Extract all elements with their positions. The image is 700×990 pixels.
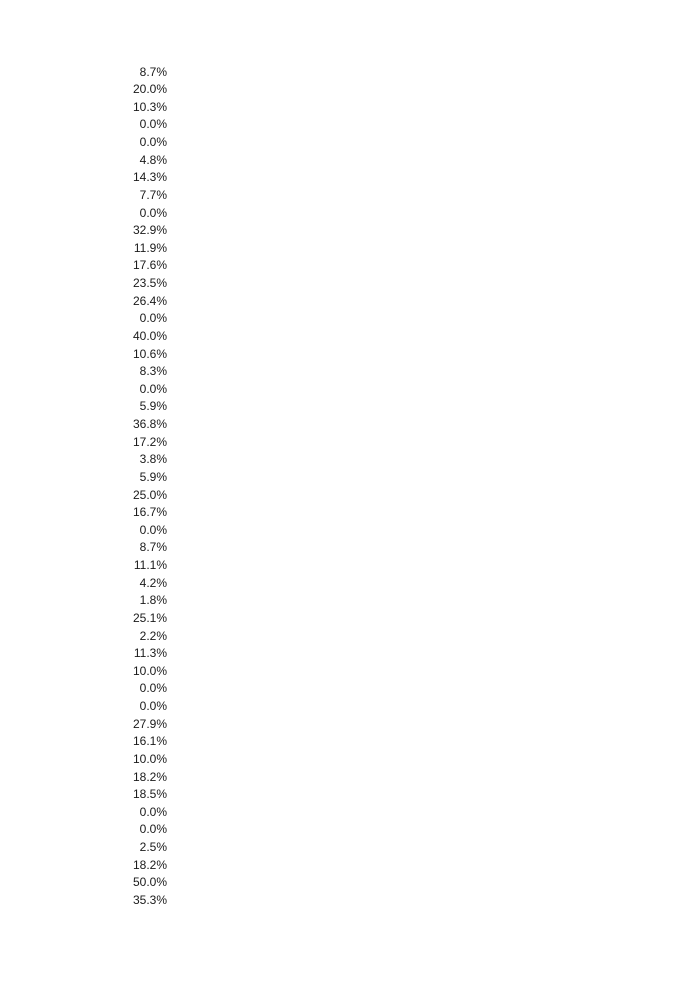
percentage-cell: 23.5% <box>132 276 167 290</box>
percentage-cell: 0.0% <box>139 205 167 220</box>
percentage-cell: 11.9% <box>133 240 167 255</box>
percentage-cell: 2.5% <box>139 840 167 854</box>
percentage-cell: 16.7% <box>132 505 167 520</box>
percentage-cell: 4.8% <box>139 152 167 167</box>
percentage-cell: 4.2% <box>139 575 167 590</box>
percentage-cell: 11.1% <box>133 558 167 572</box>
percentage-cell: 17.2% <box>132 434 167 449</box>
percentage-cell: 0.0% <box>139 522 167 537</box>
percentage-cell: 26.4% <box>132 293 167 308</box>
percentage-cell: 0.0% <box>139 804 167 819</box>
percentage-cell: 25.0% <box>132 487 167 502</box>
percentage-cell: 2.2% <box>139 628 167 643</box>
percentage-cell: 14.3% <box>132 170 167 185</box>
percentage-cell: 18.5% <box>132 787 167 802</box>
percentage-column: 8.7% 20.0% 10.3% 0.0% 0.0% 4.8% 14.3% 7.7% 0.0% 3… <box>100 64 167 910</box>
percentage-cell: 8.7% <box>139 540 167 555</box>
percentage-cell: 0.0% <box>139 311 167 326</box>
percentage-cell: 18.2% <box>132 769 167 784</box>
percentage-cell: 5.9% <box>139 469 167 484</box>
percentage-cell: 17.6% <box>132 258 167 273</box>
percentage-cell: 5.9% <box>139 399 167 414</box>
percentage-cell: 25.1% <box>132 610 167 625</box>
percentage-cell: 35.3% <box>132 892 167 907</box>
percentage-cell: 40.0% <box>132 328 167 343</box>
percentage-cell: 0.0% <box>139 117 167 132</box>
percentage-cell: 8.3% <box>139 364 167 379</box>
percentage-cell: 10.6% <box>132 346 167 361</box>
percentage-cell: 32.9% <box>132 223 167 238</box>
percentage-cell: 0.0% <box>139 699 167 713</box>
percentage-cell: 10.0% <box>132 751 167 766</box>
percentage-cell: 10.3% <box>132 99 167 114</box>
percentage-cell: 36.8% <box>132 417 167 431</box>
percentage-cell: 3.8% <box>139 452 167 467</box>
percentage-cell: 0.0% <box>139 135 167 149</box>
percentage-cell: 0.0% <box>139 681 167 696</box>
percentage-cell: 8.7% <box>139 64 167 79</box>
percentage-cell: 0.0% <box>139 822 167 837</box>
percentage-cell: 27.9% <box>132 716 167 731</box>
percentage-cell: 11.3% <box>133 646 167 661</box>
percentage-cell: 20.0% <box>132 82 167 97</box>
percentage-cell: 10.0% <box>132 663 167 678</box>
percentage-cell: 50.0% <box>132 875 167 890</box>
percentage-cell: 16.1% <box>132 734 167 749</box>
percentage-cell: 18.2% <box>132 857 167 872</box>
percentage-cell: 0.0% <box>139 381 167 396</box>
percentage-cell: 7.7% <box>139 187 167 202</box>
percentage-cell: 1.8% <box>139 593 167 608</box>
